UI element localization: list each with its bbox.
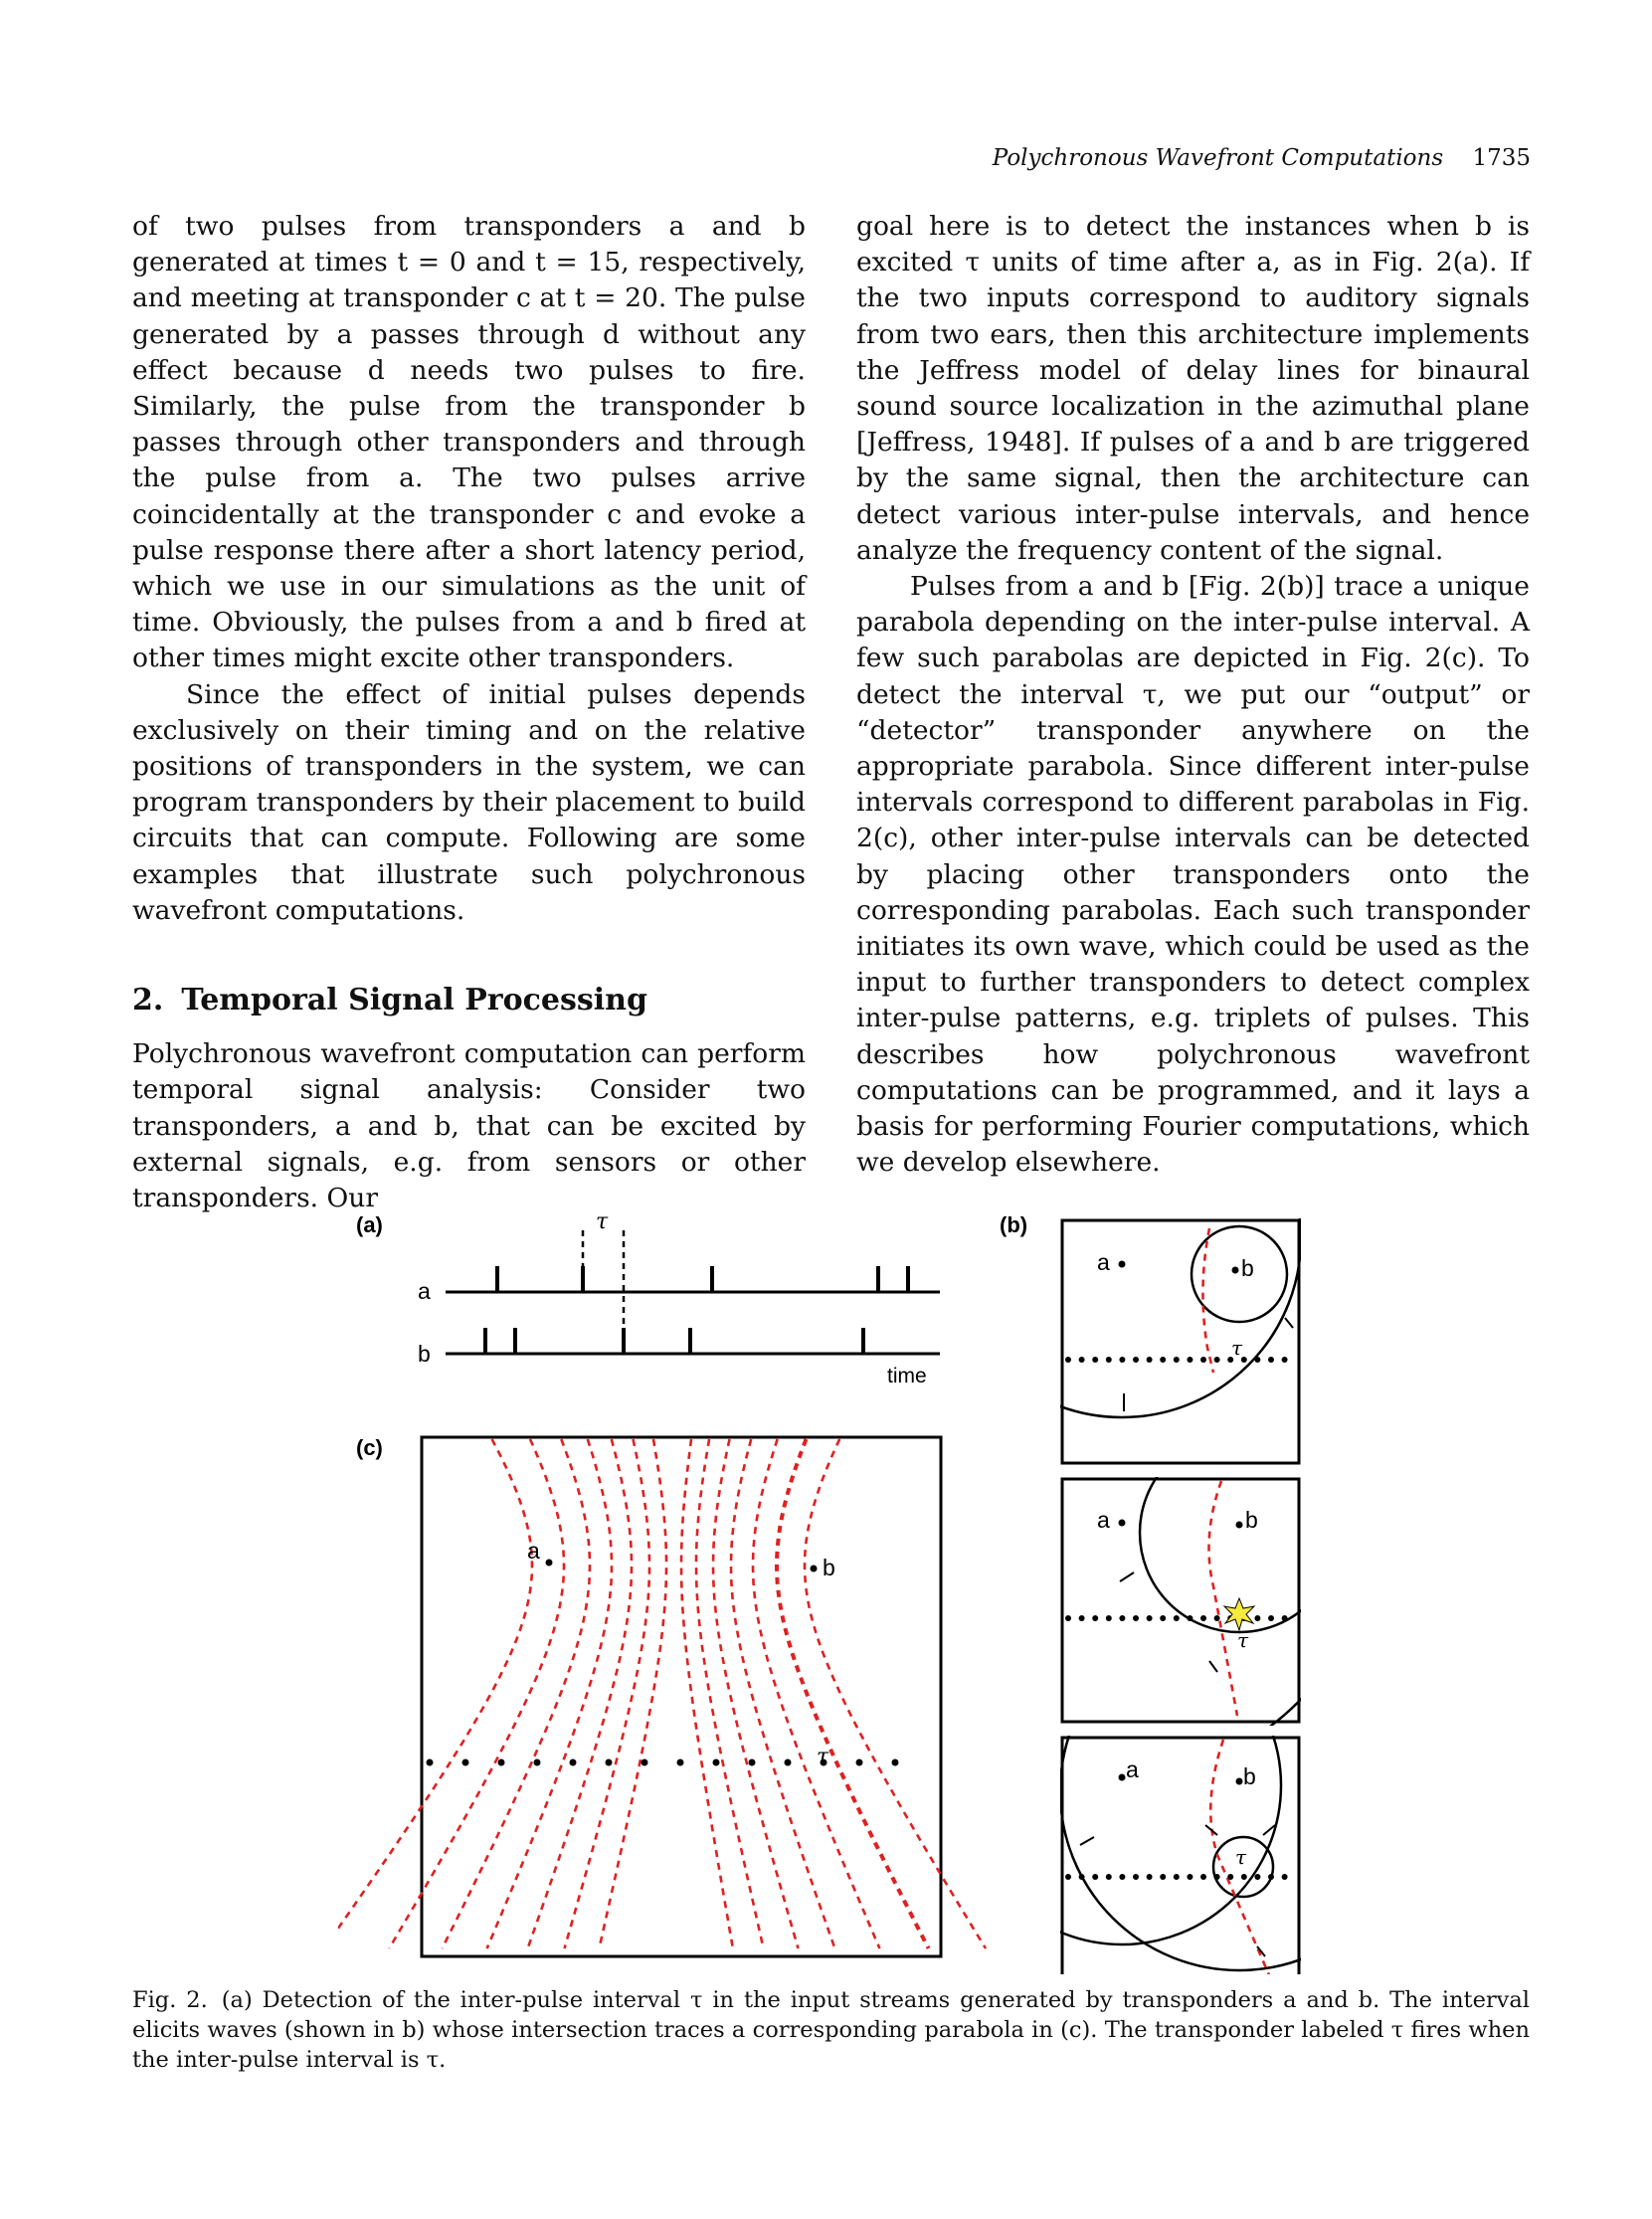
caption-text: (a) Detection of the inter-pulse interva…	[132, 1987, 1530, 2073]
hyperbola-curves	[338, 1438, 988, 1949]
transponder-b-c	[810, 1565, 818, 1572]
label-b-b2: b	[1245, 1507, 1258, 1533]
running-head: Polychronous Wavefront Computations 1735	[993, 145, 1531, 171]
running-title: Polychronous Wavefront Computations	[992, 145, 1444, 171]
detector-row-c	[426, 1758, 899, 1766]
section-title: Temporal Signal Processing	[181, 983, 647, 1018]
panel-b-frame-1	[1060, 1218, 1301, 1465]
left-paragraph-1: of two pulses from transponders a and b …	[132, 211, 806, 674]
tau-label-a: τ	[596, 1209, 609, 1234]
caption-label: Fig. 2.	[132, 1987, 208, 2013]
section-number: 2.	[132, 983, 164, 1018]
left-column: of two pulses from transponders a and b …	[132, 209, 806, 1216]
panel-a-label: (a)	[356, 1212, 383, 1237]
left-paragraph-3: Polychronous wavefront computation can p…	[132, 1038, 806, 1214]
panel-b: (b)	[1000, 1212, 1301, 1974]
panel-b-frame-3	[1060, 1736, 1301, 1974]
figure-2: (a) a b	[338, 1199, 1313, 1974]
label-a-b2: a	[1097, 1507, 1110, 1533]
label-b-b3: b	[1243, 1763, 1256, 1789]
right-paragraph-2: Pulses from a and b [Fig. 2(b)] trace a …	[856, 571, 1530, 1179]
label-a-b1: a	[1097, 1249, 1110, 1275]
page-number: 1735	[1472, 145, 1531, 171]
label-a-b3: a	[1126, 1757, 1139, 1782]
panel-c-label: (c)	[356, 1435, 383, 1460]
tau-label-b3: τ	[1235, 1845, 1247, 1869]
tau-label-b2: τ	[1237, 1628, 1249, 1652]
panel-c: (c) a b τ	[338, 1435, 988, 1958]
panel-c-frame	[420, 1435, 943, 1958]
label-b-b1: b	[1241, 1255, 1254, 1281]
section-heading: 2. Temporal Signal Processing	[132, 983, 806, 1018]
pulses-a	[495, 1266, 910, 1292]
right-paragraph-1: goal here is to detect the instances whe…	[856, 211, 1530, 566]
panel-b-label: (b)	[1000, 1212, 1027, 1237]
pulses-b	[483, 1328, 865, 1354]
firing-star	[1222, 1596, 1256, 1632]
time-label: time	[887, 1365, 927, 1387]
panel-b-frame-2	[1060, 1477, 1301, 1726]
row-b-label: b	[418, 1341, 431, 1367]
label-b-c: b	[823, 1555, 835, 1580]
tau-label-c: τ	[817, 1745, 829, 1769]
left-paragraph-2: Since the effect of initial pulses depen…	[132, 678, 806, 926]
figure-svg: (a) a b	[338, 1209, 1301, 1974]
tau-label-b1: τ	[1231, 1336, 1243, 1360]
figure-caption: Fig. 2. (a) Detection of the inter-pulse …	[132, 1985, 1530, 2075]
row-a-label: a	[418, 1278, 431, 1304]
transponder-a-c	[545, 1559, 553, 1567]
panel-a: (a) a b	[356, 1209, 940, 1387]
label-a-c: a	[527, 1538, 540, 1564]
right-column: goal here is to detect the instances whe…	[856, 209, 1530, 1181]
